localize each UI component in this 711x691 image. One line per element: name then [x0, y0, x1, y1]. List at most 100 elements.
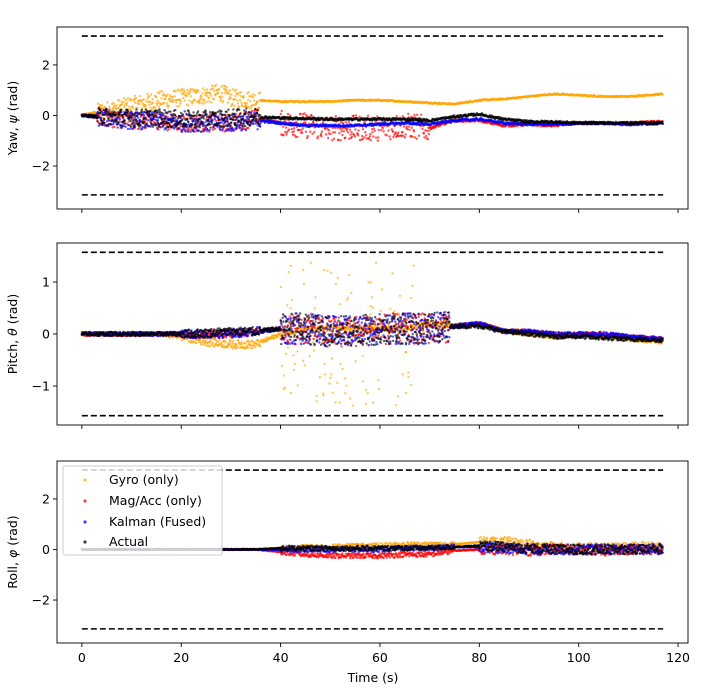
yaw-point	[304, 130, 308, 133]
yaw-point	[125, 103, 128, 107]
yaw-point	[200, 94, 203, 98]
yaw-point	[237, 119, 240, 122]
yaw-point	[212, 126, 215, 129]
yaw-point	[231, 88, 235, 91]
yaw-point	[209, 126, 212, 129]
yaw-point	[108, 119, 111, 122]
yaw-point	[174, 90, 177, 93]
yaw-point	[299, 112, 302, 116]
yaw-point	[174, 108, 177, 112]
yaw-point	[408, 128, 411, 131]
yaw-point	[201, 92, 204, 95]
yaw-point	[203, 114, 206, 117]
yaw-point	[200, 97, 204, 100]
yaw-point	[256, 112, 259, 116]
yaw-point	[238, 112, 242, 116]
yaw-point	[408, 125, 411, 128]
yaw-point	[247, 106, 251, 109]
yaw-point	[247, 110, 251, 114]
yaw-point	[219, 99, 222, 103]
yaw-point	[107, 117, 110, 120]
yaw-point	[176, 117, 180, 120]
yaw-point	[196, 90, 200, 93]
yaw-point	[173, 113, 177, 117]
yaw-point	[203, 89, 206, 92]
yaw-point	[412, 130, 416, 133]
yaw-point	[413, 113, 416, 117]
yaw-point	[661, 93, 664, 96]
yaw-point	[203, 128, 206, 132]
yaw-point	[128, 114, 132, 117]
yaw-point	[125, 101, 129, 105]
yaw-point	[350, 130, 353, 134]
yaw-point	[324, 133, 328, 136]
yaw-point	[426, 138, 430, 141]
yaw-point	[346, 131, 350, 134]
yaw-point	[232, 129, 235, 132]
yaw-point	[229, 97, 232, 100]
yaw-point	[143, 120, 146, 124]
yaw-point	[129, 125, 133, 128]
yaw-point	[155, 123, 158, 127]
yaw-point	[221, 99, 225, 103]
yaw-point	[340, 121, 343, 124]
yaw-point	[404, 133, 407, 136]
yaw-point	[122, 97, 126, 100]
yaw-point	[369, 132, 372, 136]
yaw-point	[92, 113, 95, 117]
yaw-point	[124, 111, 127, 114]
yaw-point	[148, 103, 151, 107]
yaw-point	[115, 104, 118, 107]
yaw-point	[334, 114, 337, 118]
yaw-point	[179, 116, 182, 120]
yaw-point	[191, 123, 194, 126]
yaw-point	[167, 121, 171, 125]
yaw-point	[296, 135, 299, 139]
yaw-point	[415, 137, 418, 140]
yaw-point	[182, 96, 185, 100]
yaw-point	[164, 97, 167, 101]
yaw-point	[217, 88, 221, 91]
yaw-point	[348, 128, 352, 131]
yaw-point	[112, 101, 115, 105]
yaw-point	[189, 130, 192, 133]
yaw-point	[186, 130, 189, 133]
yaw-point	[156, 111, 159, 114]
yaw-point	[178, 114, 181, 118]
yaw-point	[137, 124, 140, 127]
yaw-point	[105, 107, 108, 111]
yaw-point	[221, 113, 224, 117]
yaw-point	[290, 127, 294, 131]
yaw-point	[406, 128, 409, 131]
yaw-point	[353, 135, 357, 138]
yaw-point	[121, 116, 125, 119]
yaw-point	[133, 116, 136, 119]
yaw-point	[341, 133, 344, 137]
yaw-point	[225, 129, 228, 132]
yaw-point	[382, 130, 385, 133]
yaw-point	[230, 129, 233, 133]
yaw-point	[234, 88, 238, 92]
yaw-point	[170, 96, 173, 99]
yaw-point	[146, 109, 149, 113]
yaw-point	[109, 123, 113, 126]
yaw-point	[244, 128, 248, 132]
yaw-point	[165, 102, 168, 105]
yaw-point	[313, 131, 316, 134]
yaw-point	[201, 122, 204, 126]
yaw-point	[227, 108, 230, 111]
yaw-point	[106, 101, 109, 104]
yaw-point	[292, 130, 295, 133]
yaw-point	[184, 123, 188, 126]
yaw-point	[163, 109, 166, 112]
yaw-point	[194, 122, 197, 126]
yaw-point	[340, 130, 343, 133]
yaw-point	[192, 130, 196, 133]
yaw-point	[208, 100, 211, 103]
yaw-point	[228, 114, 232, 117]
yaw-point	[258, 106, 261, 110]
yaw-point	[363, 120, 367, 123]
yaw-point	[232, 112, 236, 115]
yaw-point	[135, 108, 138, 111]
yaw-point	[199, 97, 202, 100]
